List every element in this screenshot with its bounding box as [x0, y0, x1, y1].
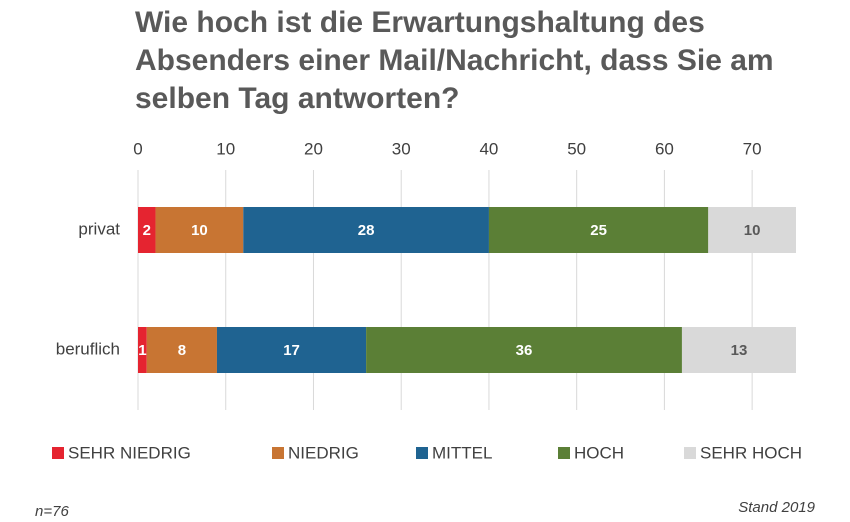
x-tick-label: 10: [216, 139, 235, 158]
x-tick-label: 60: [655, 139, 674, 158]
y-tick-label: beruflich: [56, 339, 120, 358]
data-label: 2: [143, 222, 151, 239]
legend-label: NIEDRIG: [288, 443, 359, 462]
data-label: 25: [590, 222, 607, 239]
bar-segment: [138, 327, 147, 373]
legend-swatch: [416, 447, 428, 459]
bar-segment: [243, 207, 489, 253]
legend-label: HOCH: [574, 443, 624, 462]
x-tick-label: 30: [392, 139, 411, 158]
x-tick-label: 0: [133, 139, 142, 158]
bar-segment: [708, 207, 796, 253]
chart-title: Wie hoch ist die Erwartungshaltung des A…: [135, 6, 774, 115]
legend-swatch: [558, 447, 570, 459]
data-label: 10: [744, 222, 761, 239]
legend-swatch: [52, 447, 64, 459]
bar-segment: [366, 327, 682, 373]
data-label: 1: [138, 342, 146, 359]
x-tick-label: 70: [743, 139, 762, 158]
y-tick-label: privat: [78, 219, 120, 238]
bar-segment: [138, 207, 156, 253]
legend-swatch: [272, 447, 284, 459]
x-tick-label: 20: [304, 139, 323, 158]
date-note: Stand 2019: [738, 499, 815, 516]
data-label: 10: [191, 222, 208, 239]
legend-label: MITTEL: [432, 443, 492, 462]
bar-segment: [146, 327, 217, 373]
data-label: 36: [516, 342, 533, 359]
bar-segment: [681, 327, 796, 373]
x-tick-label: 50: [567, 139, 586, 158]
data-label: 17: [283, 342, 300, 359]
data-label: 28: [358, 222, 375, 239]
bar-segment: [488, 207, 709, 253]
bar-segment: [216, 327, 367, 373]
legend-label: SEHR HOCH: [700, 443, 802, 462]
data-label: 13: [731, 342, 748, 359]
x-tick-label: 40: [479, 139, 498, 158]
legend-label: SEHR NIEDRIG: [68, 443, 191, 462]
legend-swatch: [684, 447, 696, 459]
sample-note: n=76: [35, 503, 69, 520]
data-label: 8: [178, 342, 186, 359]
bar-segment: [155, 207, 244, 253]
